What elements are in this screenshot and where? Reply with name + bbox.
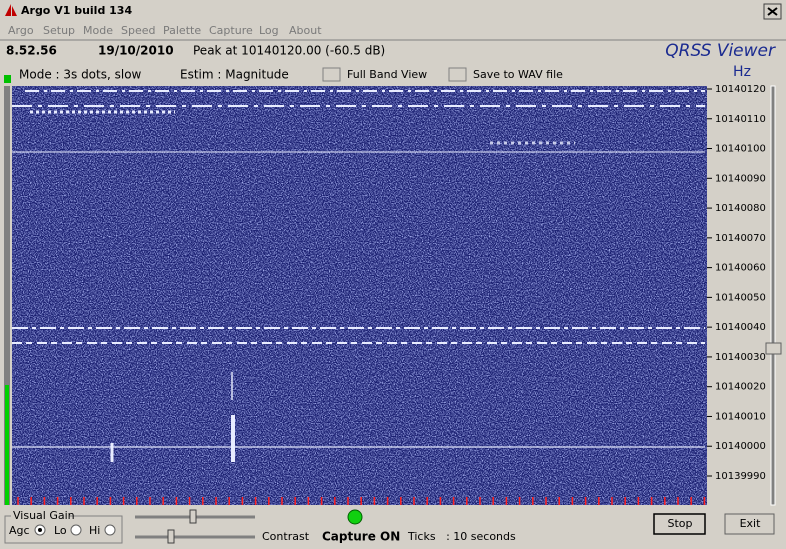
- agc-label: Agc: [9, 524, 30, 537]
- lo-label: Lo: [54, 524, 67, 537]
- close-icon: [767, 7, 778, 16]
- freq-label: 10140040: [715, 322, 766, 333]
- freq-label: 10140070: [715, 233, 766, 244]
- hi-label: Hi: [89, 524, 100, 537]
- save-wav-label: Save to WAV file: [473, 68, 563, 81]
- time-ticks: [17, 497, 706, 505]
- stop-label: Stop: [667, 517, 692, 530]
- group-label-bg: [11, 510, 69, 520]
- gain-slider-thumb[interactable]: [189, 509, 197, 524]
- freq-label: 10140060: [715, 263, 766, 274]
- menu-bar: Argo Setup Mode Speed Palette Capture Log About: [8, 24, 322, 37]
- full-band-button[interactable]: [322, 67, 341, 82]
- freq-label: 10140120: [715, 84, 766, 95]
- capture-led: [347, 509, 363, 525]
- level-meter: [4, 86, 10, 505]
- lo-radio[interactable]: [70, 524, 82, 536]
- scroll-thumb[interactable]: [765, 342, 782, 355]
- menu-item[interactable]: Setup: [43, 24, 75, 37]
- menu-item[interactable]: Argo: [8, 24, 34, 37]
- stop-button[interactable]: [653, 513, 706, 535]
- estim-label: Estim : Magnitude: [180, 68, 289, 82]
- contrast-slider-thumb[interactable]: [167, 529, 175, 544]
- mode-label: Mode : 3s dots, slow: [19, 68, 142, 82]
- clock: 8.52.56: [6, 44, 57, 58]
- full-band-label: Full Band View: [347, 68, 427, 81]
- unit-label: Hz: [733, 64, 751, 80]
- freq-label: 10140100: [715, 144, 766, 155]
- capture-status: Capture ON: [322, 530, 400, 544]
- freq-label: 10140020: [715, 382, 766, 393]
- title-bar: [0, 0, 786, 21]
- freq-label: 10140030: [715, 352, 766, 363]
- freq-label: 10140080: [715, 203, 766, 214]
- ticks-label: Ticks : 10 seconds: [407, 530, 516, 543]
- brand: QRSS Viewer: [665, 41, 776, 61]
- menu-item[interactable]: Log: [259, 24, 279, 37]
- contrast-label: Contrast: [262, 530, 310, 543]
- scroll-track: [770, 85, 776, 506]
- hi-radio[interactable]: [104, 524, 116, 536]
- app-icon: [5, 4, 17, 16]
- status-led: [4, 75, 11, 83]
- spectrogram-noise: [12, 86, 707, 505]
- window-title: Argo V1 build 134: [21, 4, 132, 17]
- signals: [12, 90, 705, 462]
- freq-label: 10140000: [715, 441, 766, 452]
- peak-info: Peak at 10140120.00 (-60.5 dB): [193, 44, 385, 58]
- freq-label: 10139990: [715, 471, 766, 482]
- freq-label: 10140110: [715, 114, 766, 125]
- exit-button[interactable]: [724, 513, 775, 535]
- menu-item[interactable]: About: [289, 24, 322, 37]
- menu-item[interactable]: Capture: [209, 24, 253, 37]
- agc-radio-dot: [38, 528, 42, 532]
- date: 19/10/2010: [98, 44, 174, 58]
- freq-label: 10140010: [715, 411, 766, 422]
- frequency-axis: 10140120 10140110 10140100 10140090 10140080…: [707, 84, 766, 482]
- menu-item[interactable]: Palette: [163, 24, 201, 37]
- freq-label: 10140050: [715, 292, 766, 303]
- menu-item[interactable]: Speed: [121, 24, 155, 37]
- level-meter-fill: [5, 385, 9, 505]
- save-wav-button[interactable]: [448, 67, 467, 82]
- exit-label: Exit: [740, 517, 762, 530]
- freq-label: 10140090: [715, 173, 766, 184]
- visual-gain-label: Visual Gain: [13, 509, 75, 522]
- menu-item[interactable]: Mode: [83, 24, 113, 37]
